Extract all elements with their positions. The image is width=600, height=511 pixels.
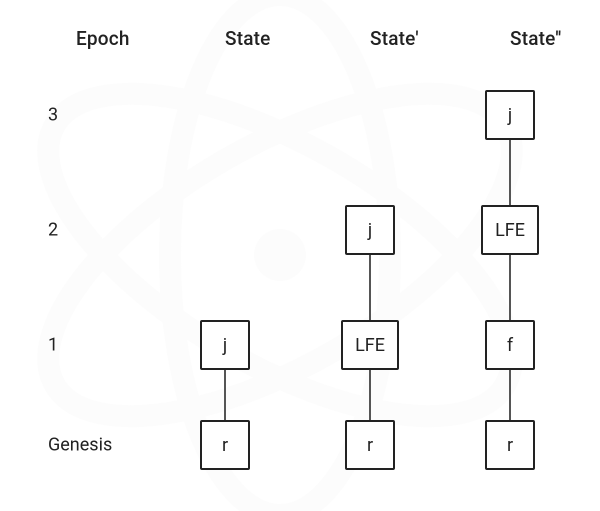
- header-state1-label: State′: [370, 27, 419, 50]
- header-state2-label: State′′: [510, 27, 561, 50]
- node-s_j: j: [200, 320, 250, 370]
- node-label: j: [368, 220, 372, 241]
- node-s2_j: j: [485, 90, 535, 140]
- header-epoch-label: Epoch: [76, 27, 130, 50]
- node-s1_r: r: [345, 420, 395, 470]
- row-label-2: 2: [48, 220, 58, 241]
- node-s_r: r: [200, 420, 250, 470]
- edge: [509, 140, 511, 205]
- edge: [509, 255, 511, 320]
- edge: [509, 370, 511, 420]
- row-label-3-text: 3: [48, 105, 58, 126]
- node-label: r: [367, 435, 373, 456]
- header-state-label: State: [225, 27, 271, 50]
- row-label-2-text: 2: [48, 220, 58, 241]
- node-s2_f: f: [485, 320, 535, 370]
- node-s2_lfe: LFE: [481, 205, 539, 255]
- row-label-genesis: Genesis: [48, 435, 112, 456]
- node-label: j: [223, 335, 227, 356]
- edge: [369, 370, 371, 420]
- node-label: j: [508, 105, 512, 126]
- node-label: r: [222, 435, 228, 456]
- node-s2_r: r: [485, 420, 535, 470]
- edge: [224, 370, 226, 420]
- node-label: r: [507, 435, 513, 456]
- edge: [369, 255, 371, 320]
- row-label-3: 3: [48, 105, 58, 126]
- row-label-1-text: 1: [48, 335, 58, 356]
- node-label: LFE: [495, 220, 525, 241]
- node-label: f: [507, 335, 513, 356]
- row-label-genesis-text: Genesis: [48, 435, 112, 456]
- node-s1_lfe: LFE: [341, 320, 399, 370]
- node-label: LFE: [355, 335, 385, 356]
- row-label-1: 1: [48, 335, 58, 356]
- diagram-canvas: Epoch State State′ State′′ 3 2 1 Genesis…: [0, 0, 600, 511]
- node-s1_j: j: [345, 205, 395, 255]
